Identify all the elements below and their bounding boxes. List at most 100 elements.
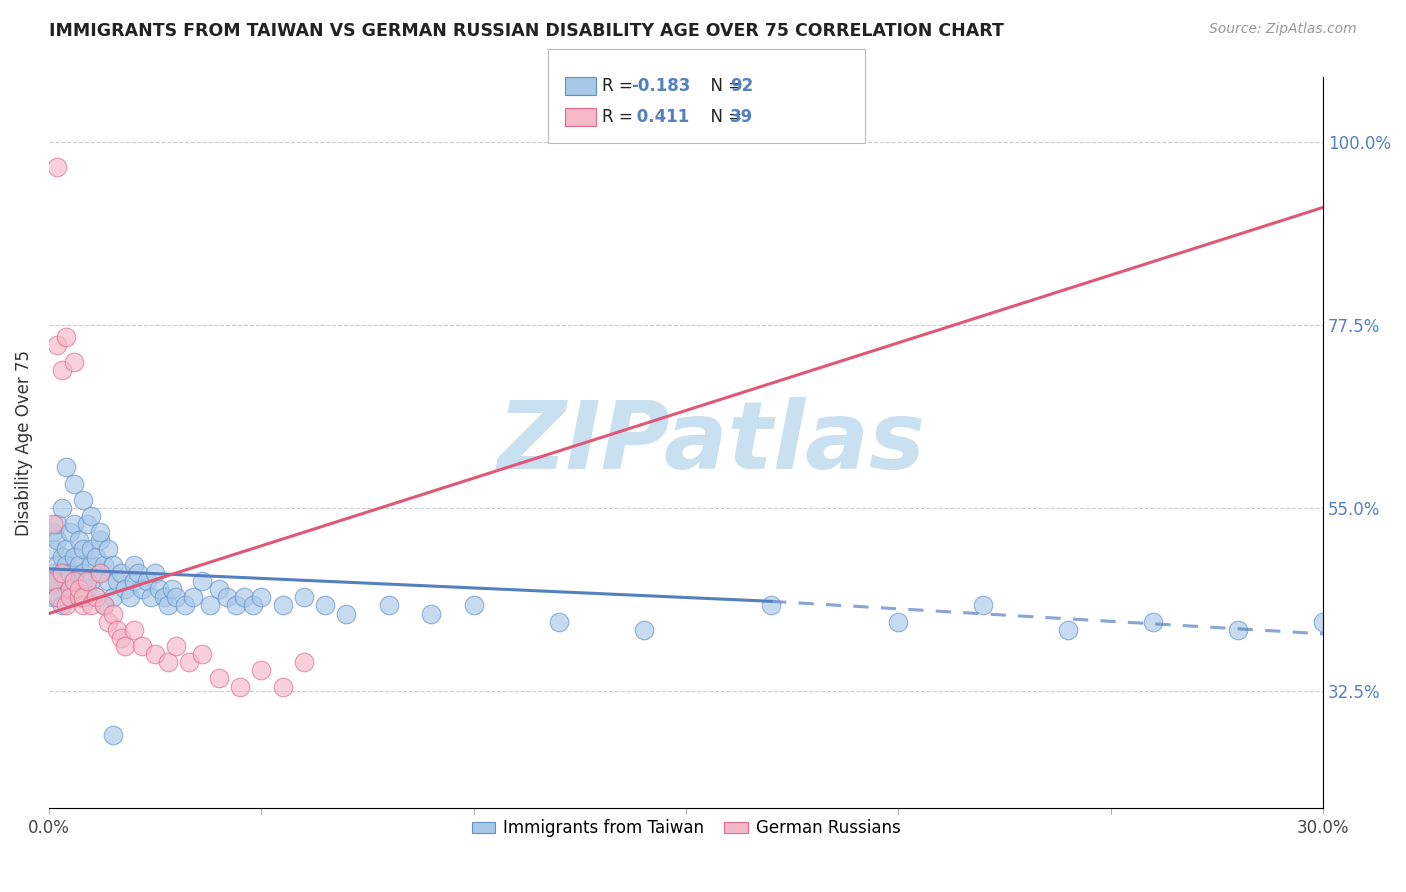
Point (143, 647, 166, 661)
Point (208, 582, 231, 596)
Point (122, 574, 145, 588)
Point (80, 558, 103, 572)
Point (51, 566, 73, 580)
Point (63, 517, 86, 532)
Point (42, 566, 65, 580)
Point (148, 582, 170, 596)
Text: 39: 39 (730, 108, 754, 126)
Point (72, 591, 94, 605)
Text: ZIPatlas: ZIPatlas (498, 397, 925, 489)
Point (46, 591, 69, 605)
Point (46, 338, 69, 352)
Point (191, 647, 214, 661)
Point (42, 574, 65, 588)
Point (46, 517, 69, 532)
Point (93, 599, 115, 613)
Point (271, 599, 294, 613)
Point (59, 566, 82, 580)
Point (335, 607, 357, 621)
Point (42, 541, 65, 556)
Text: R =: R = (602, 108, 643, 126)
Point (179, 655, 201, 669)
Point (152, 591, 174, 605)
Point (84, 591, 107, 605)
Point (101, 728, 124, 742)
Point (118, 591, 141, 605)
Point (51, 500, 73, 515)
Point (114, 582, 136, 596)
Point (191, 574, 214, 588)
Point (76, 582, 98, 596)
Point (887, 615, 910, 629)
Point (122, 558, 145, 572)
Point (972, 599, 994, 613)
Point (131, 639, 153, 653)
Point (80, 509, 103, 524)
Point (67, 591, 90, 605)
Point (156, 655, 179, 669)
Point (63, 574, 86, 588)
Point (242, 599, 264, 613)
Point (110, 566, 132, 580)
Point (51, 566, 73, 580)
Point (80, 599, 103, 613)
Point (63, 549, 86, 564)
Point (80, 574, 103, 588)
Point (314, 599, 336, 613)
Point (233, 591, 256, 605)
Point (200, 599, 222, 613)
Point (51, 363, 73, 377)
Point (250, 591, 273, 605)
Point (165, 591, 187, 605)
Point (55, 330, 77, 344)
Point (165, 639, 187, 653)
Point (55, 460, 77, 475)
Y-axis label: Disability Age Over 75: Disability Age Over 75 (15, 350, 32, 536)
Point (292, 655, 315, 669)
Point (93, 599, 115, 613)
Point (67, 582, 90, 596)
Point (55, 574, 77, 588)
Point (59, 525, 82, 540)
Text: Source: ZipAtlas.com: Source: ZipAtlas.com (1209, 22, 1357, 37)
Point (59, 591, 82, 605)
Point (84, 591, 107, 605)
Point (547, 615, 569, 629)
Point (1227, 623, 1250, 637)
Point (63, 574, 86, 588)
Point (250, 664, 273, 678)
Text: 0.411: 0.411 (631, 108, 689, 126)
Point (42, 591, 65, 605)
Point (55, 599, 77, 613)
Point (46, 160, 69, 174)
Point (759, 599, 782, 613)
Point (105, 574, 128, 588)
Point (51, 599, 73, 613)
Point (101, 591, 124, 605)
Point (633, 623, 655, 637)
Point (63, 476, 86, 491)
Point (76, 574, 98, 588)
Point (80, 541, 103, 556)
Point (229, 680, 252, 694)
Point (72, 599, 94, 613)
Point (173, 599, 195, 613)
Point (46, 533, 69, 548)
Point (1312, 615, 1334, 629)
Point (97, 541, 120, 556)
Point (225, 599, 247, 613)
Point (59, 591, 82, 605)
Point (110, 631, 132, 645)
Point (76, 517, 98, 532)
Legend: Immigrants from Taiwan, German Russians: Immigrants from Taiwan, German Russians (465, 813, 907, 844)
Point (135, 574, 157, 588)
Point (67, 533, 90, 548)
Point (51, 549, 73, 564)
Point (122, 623, 145, 637)
Text: N =: N = (700, 77, 748, 95)
Point (46, 574, 69, 588)
Point (55, 541, 77, 556)
Point (84, 549, 107, 564)
Point (97, 574, 120, 588)
Point (89, 533, 111, 548)
